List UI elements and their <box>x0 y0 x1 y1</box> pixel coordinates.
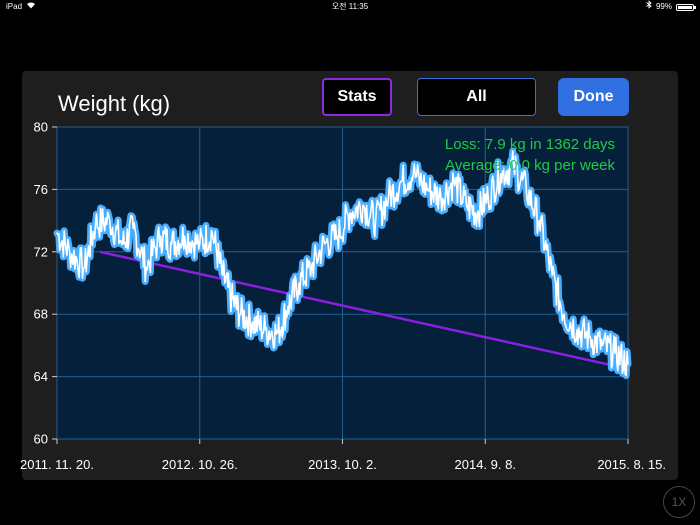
bluetooth-icon <box>646 0 652 14</box>
x-tick-label: 2014. 9. 8. <box>455 457 516 472</box>
annotation-text: Loss: 7.9 kg in 1362 days <box>445 136 615 153</box>
y-tick-label: 80 <box>34 120 48 135</box>
zoom-level-badge[interactable]: 1X <box>663 486 695 518</box>
x-tick-label: 2013. 10. 2. <box>308 457 377 472</box>
y-tick-label: 60 <box>34 432 48 447</box>
chart-title: Weight (kg) <box>58 91 171 116</box>
done-button[interactable]: Done <box>558 78 629 116</box>
x-tick-label: 2015. 8. 15. <box>597 457 666 472</box>
battery-icon <box>676 3 696 11</box>
trend-line <box>99 250 629 371</box>
y-axis-ticks: 80 76 72 68 64 60 <box>34 120 57 447</box>
clock: 오전 11:35 <box>331 2 369 11</box>
status-bar: iPad 오전 11:35 99% <box>0 0 700 14</box>
chart-annotations: Loss: 7.9 kg in 1362 days Average: 0.0 kg… <box>445 136 616 174</box>
all-range-button[interactable]: All <box>417 78 536 116</box>
x-tick-label: 2012. 10. 26. <box>162 457 238 472</box>
x-axis-ticks: 2011. 11. 20. 2012. 10. 26. 2013. 10. 2. 20… <box>20 439 666 472</box>
y-tick-label: 64 <box>34 369 48 384</box>
grid-vertical <box>56 127 629 439</box>
y-tick-label: 68 <box>34 307 48 322</box>
x-tick-label: 2011. 11. 20. <box>20 457 94 472</box>
y-tick-label: 76 <box>34 182 48 197</box>
wifi-icon <box>26 0 36 14</box>
device-name: iPad <box>6 2 23 11</box>
y-tick-label: 72 <box>34 244 48 259</box>
stats-button[interactable]: Stats <box>322 78 392 116</box>
annotation-text: Average: 0.0 kg per week <box>445 157 615 174</box>
weight-line <box>56 150 629 377</box>
battery-percent: 99% <box>655 2 672 11</box>
